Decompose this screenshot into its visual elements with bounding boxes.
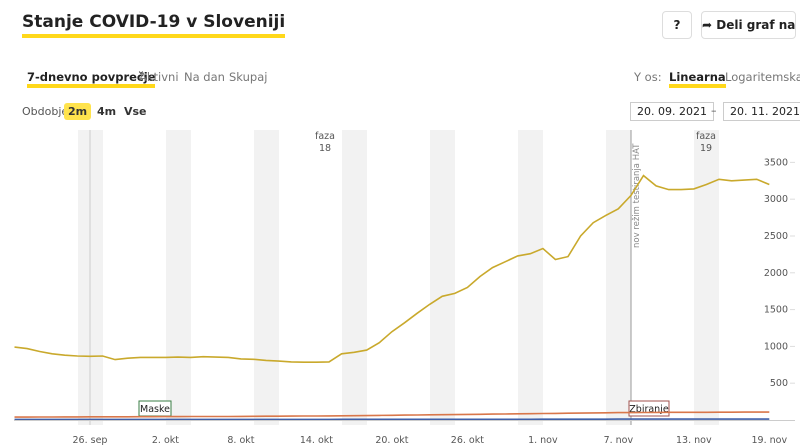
- x-tick-label: 2. okt: [152, 435, 179, 445]
- y-tick-label: 2500: [764, 231, 788, 242]
- page-title: Stanje COVID-19 v Sloveniji: [22, 10, 286, 38]
- x-tick-label: 19. nov: [752, 435, 788, 445]
- date-to[interactable]: 20. 11. 2021: [723, 102, 800, 121]
- x-tick-label: 8. okt: [227, 435, 254, 445]
- period-option[interactable]: 2m: [64, 103, 92, 120]
- period-option[interactable]: Vse: [124, 105, 147, 118]
- weekend-band: [254, 130, 279, 425]
- weekend-band: [518, 130, 543, 425]
- tab[interactable]: Aktivni: [139, 70, 179, 84]
- share-label: Deli graf na: [716, 18, 796, 32]
- annotation: nov režim testiranja HAT: [632, 143, 642, 248]
- x-tick-label: 7. nov: [604, 435, 634, 445]
- period-option[interactable]: 4m: [97, 105, 117, 118]
- tab[interactable]: Na dan: [184, 70, 225, 84]
- period-label: Obdobje: [22, 105, 69, 118]
- y-tick-label: 3000: [764, 194, 788, 205]
- x-tick-label: 1. nov: [528, 435, 558, 445]
- scale-option[interactable]: Logaritemska: [725, 70, 800, 84]
- annotation: 18: [319, 143, 331, 154]
- date-from[interactable]: 20. 09. 2021: [630, 102, 714, 121]
- x-tick-label: 20. okt: [375, 435, 408, 445]
- weekend-band: [166, 130, 191, 425]
- weekend-band: [606, 130, 631, 425]
- weekend-band: [430, 130, 455, 425]
- tab[interactable]: 7-dnevno povprečje: [27, 70, 156, 88]
- annotation: Maske: [140, 404, 170, 415]
- y-axis-label: Y os:: [634, 70, 662, 84]
- y-tick-label: 1000: [764, 341, 788, 352]
- series-line: [14, 174, 770, 363]
- x-tick-label: 26. okt: [451, 435, 484, 445]
- weekend-band: [694, 130, 719, 425]
- y-tick-label: 1500: [764, 305, 788, 316]
- y-tick-label: 2000: [764, 268, 788, 279]
- x-tick-label: 14. okt: [300, 435, 333, 445]
- series-line: [14, 411, 770, 418]
- share-button[interactable]: ➦ Deli graf na: [701, 11, 796, 39]
- help-button[interactable]: ?: [662, 11, 692, 39]
- tab[interactable]: Skupaj: [229, 70, 268, 84]
- annotation: faza: [696, 131, 716, 142]
- scale-option[interactable]: Linearna: [669, 70, 726, 88]
- annotation: faza: [315, 131, 335, 142]
- annotation: Zbiranje: [629, 404, 669, 415]
- weekend-band: [342, 130, 367, 425]
- x-tick-label: 13. nov: [676, 435, 712, 445]
- share-icon: ➦: [702, 18, 717, 32]
- date-separator: –: [711, 104, 717, 117]
- annotation: 19: [700, 143, 712, 154]
- x-tick-label: 26. sep: [73, 435, 108, 445]
- y-tick-label: 3500: [764, 157, 788, 168]
- weekend-bands: [78, 130, 719, 425]
- y-tick-label: 500: [770, 378, 788, 389]
